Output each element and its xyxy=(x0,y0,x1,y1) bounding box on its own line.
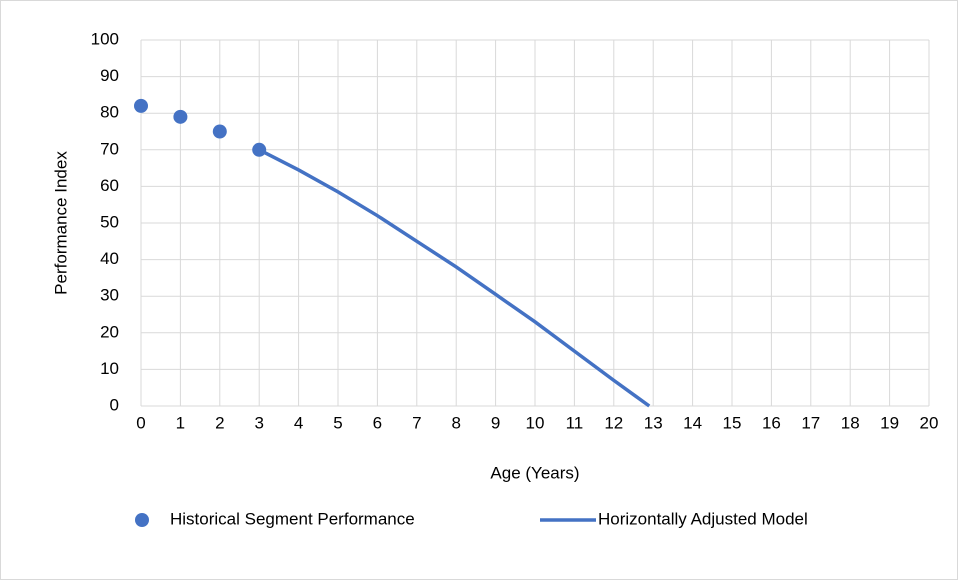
y-tick-label: 40 xyxy=(100,249,119,268)
y-tick-label: 90 xyxy=(100,66,119,85)
y-tick-label: 80 xyxy=(100,103,119,122)
x-axis-title: Age (Years) xyxy=(490,463,579,482)
x-tick-label: 7 xyxy=(412,413,421,432)
x-tick-label: 6 xyxy=(373,413,382,432)
legend-label: Historical Segment Performance xyxy=(170,509,415,528)
x-tick-label: 1 xyxy=(176,413,185,432)
x-tick-label: 5 xyxy=(333,413,342,432)
data-point xyxy=(212,124,227,139)
x-tick-label: 9 xyxy=(491,413,500,432)
x-tick-label: 3 xyxy=(254,413,263,432)
y-tick-label: 0 xyxy=(110,395,119,414)
x-tick-label: 18 xyxy=(841,413,860,432)
y-tick-label: 30 xyxy=(100,286,119,305)
x-tick-label: 8 xyxy=(451,413,460,432)
x-tick-label: 2 xyxy=(215,413,224,432)
x-tick-label: 17 xyxy=(801,413,820,432)
x-tick-label: 0 xyxy=(136,413,145,432)
legend-label: Horizontally Adjusted Model xyxy=(598,509,808,528)
y-tick-label: 100 xyxy=(91,29,119,48)
x-tick-label: 12 xyxy=(604,413,623,432)
y-tick-label: 20 xyxy=(100,322,119,341)
data-point xyxy=(134,98,148,113)
y-tick-label: 10 xyxy=(100,359,119,378)
y-tick-label: 70 xyxy=(100,139,119,158)
x-tick-label: 10 xyxy=(526,413,545,432)
y-tick-label: 60 xyxy=(100,176,119,195)
x-tick-label: 14 xyxy=(683,413,702,432)
x-tick-label: 16 xyxy=(762,413,781,432)
x-tick-label: 4 xyxy=(294,413,303,432)
x-tick-label: 11 xyxy=(566,413,584,432)
legend-swatch xyxy=(135,513,149,527)
y-tick-label: 50 xyxy=(100,212,119,231)
y-axis-title: Performance Index xyxy=(51,151,70,295)
x-tick-label: 13 xyxy=(644,413,663,432)
x-tick-label: 19 xyxy=(880,413,899,432)
x-tick-label: 15 xyxy=(723,413,742,432)
x-tick-label: 20 xyxy=(920,413,939,432)
data-point xyxy=(173,109,188,124)
model-line xyxy=(258,148,651,408)
